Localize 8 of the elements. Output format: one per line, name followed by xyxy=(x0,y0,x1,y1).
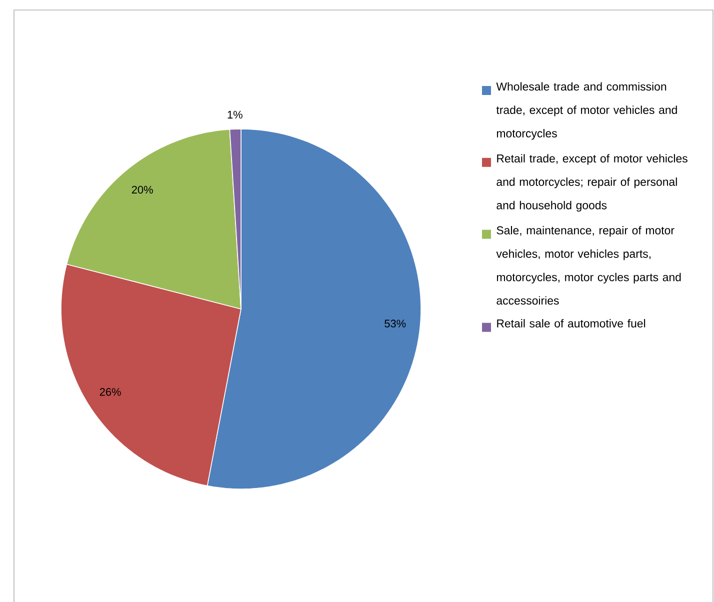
category-label: Wholesale trade and commission trade, except of motor vehicles and motorcycles xyxy=(496,82,677,140)
legend-label: Retail sale of automotive fuel xyxy=(497,319,646,328)
legend-label: Sale, maintenance, repair of motor vehicles, motor vehicles parts, motorcycles, motor cycles parts and accessoiries xyxy=(496,226,681,305)
data-label: 1% xyxy=(228,110,242,119)
data-label: 53% xyxy=(384,320,406,328)
legend-label: Retail trade, except of motor vehicles and motorcycles; repair of personal and household goods xyxy=(496,154,688,212)
data-label: 26% xyxy=(100,388,121,396)
data-label: 20% xyxy=(132,186,153,194)
